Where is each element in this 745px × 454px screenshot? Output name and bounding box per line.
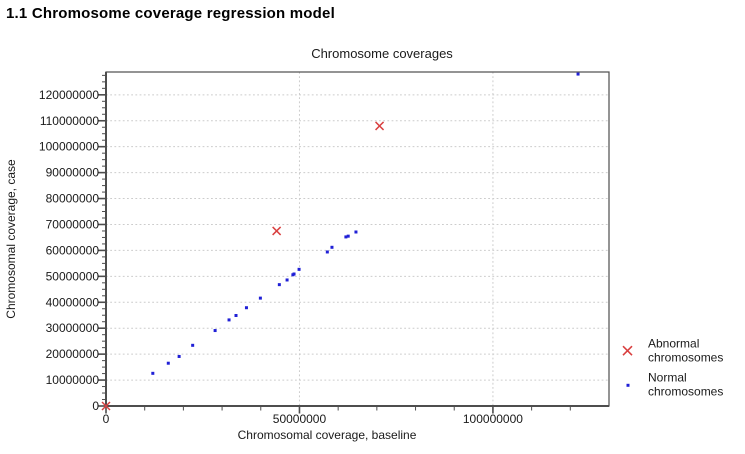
- normal-point: [330, 245, 334, 249]
- normal-point: [292, 272, 296, 276]
- abnormal-point: [101, 401, 111, 411]
- abnormal-point: [272, 226, 282, 236]
- normal-point: [354, 230, 358, 234]
- y-tick-label: 40000000: [46, 295, 100, 309]
- normal-point: [277, 283, 281, 287]
- y-tick-label: 80000000: [46, 192, 100, 206]
- normal-point: [344, 235, 348, 239]
- legend-label: Abnormal: [648, 337, 699, 351]
- normal-point: [151, 371, 155, 375]
- y-tick-label: 120000000: [39, 88, 99, 102]
- normal-point: [227, 318, 231, 322]
- plot-border: [105, 71, 610, 407]
- y-tick-label: 20000000: [46, 347, 100, 361]
- abnormal-point: [375, 121, 385, 131]
- normal-point: [177, 354, 181, 358]
- y-tick-label: 90000000: [46, 166, 100, 180]
- normal-point: [258, 296, 262, 300]
- normal-point: [234, 313, 238, 317]
- normal-point: [285, 278, 289, 282]
- x-tick-label: 100000000: [463, 412, 523, 426]
- x-tick-label: 0: [103, 412, 110, 426]
- normal-point: [213, 329, 217, 333]
- legend-marker-abnormal: [622, 345, 633, 356]
- chart-title: Chromosome coverages: [311, 46, 453, 61]
- x-tick-label: 50000000: [273, 412, 327, 426]
- normal-point: [346, 234, 350, 238]
- y-axis-label: Chromosomal coverage, case: [4, 159, 18, 319]
- legend-label: chromosomes: [648, 351, 723, 365]
- y-tick-label: 10000000: [46, 373, 100, 387]
- normal-point: [191, 343, 195, 347]
- normal-point: [576, 72, 580, 76]
- x-axis-label: Chromosomal coverage, baseline: [238, 428, 417, 442]
- normal-point: [166, 361, 170, 365]
- normal-point: [325, 250, 329, 254]
- y-tick-label: 0: [92, 399, 99, 413]
- legend-marker-normal: [626, 383, 630, 387]
- legend-label: chromosomes: [648, 385, 723, 399]
- normal-point: [297, 267, 301, 271]
- y-tick-label: 60000000: [46, 243, 100, 257]
- legend-label: Normal: [648, 371, 687, 385]
- section-heading: 1.1 Chromosome coverage regression model: [6, 5, 335, 22]
- y-tick-label: 70000000: [46, 217, 100, 231]
- y-tick-label: 50000000: [46, 269, 100, 283]
- y-tick-label: 100000000: [39, 140, 99, 154]
- y-tick-label: 110000000: [40, 114, 100, 128]
- y-tick-label: 30000000: [46, 321, 100, 335]
- normal-point: [244, 306, 248, 310]
